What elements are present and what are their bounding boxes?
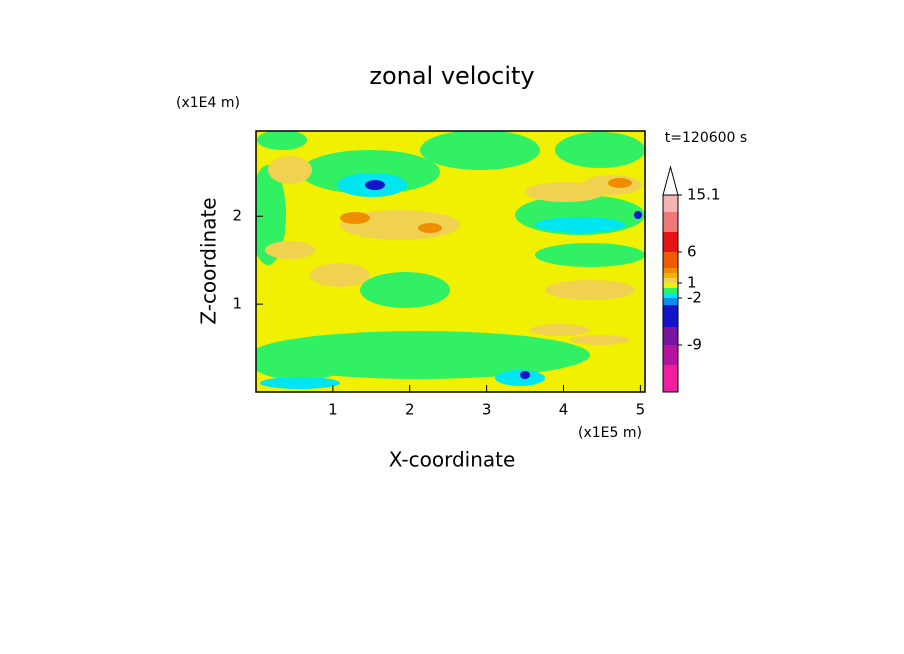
contour-region bbox=[418, 223, 442, 233]
x-unit: (x1E5 m) bbox=[578, 425, 642, 441]
colorbar-tick-label: -9 bbox=[687, 336, 702, 354]
colorbar-segment bbox=[663, 288, 678, 293]
contour-region bbox=[257, 131, 307, 150]
contour-field bbox=[256, 131, 645, 392]
y-tick-label: 2 bbox=[232, 207, 242, 225]
x-tick-label: 3 bbox=[482, 401, 492, 419]
x-tick-label: 1 bbox=[328, 401, 338, 419]
contour-region bbox=[340, 212, 370, 224]
colorbar-tick-label: 6 bbox=[687, 243, 697, 261]
colorbar-segment bbox=[663, 195, 678, 212]
contour-region bbox=[256, 165, 286, 265]
contour-region bbox=[555, 132, 645, 168]
contour-region bbox=[535, 243, 645, 267]
y-unit: (x1E4 m) bbox=[176, 95, 240, 111]
contour-region bbox=[420, 131, 540, 170]
contour-region bbox=[256, 344, 350, 380]
colorbar-segment bbox=[663, 298, 678, 305]
contour-region bbox=[260, 377, 340, 389]
contour-region bbox=[530, 324, 590, 336]
colorbar-tick-label: 15.1 bbox=[687, 186, 720, 204]
colorbar-extension bbox=[662, 165, 679, 196]
y-tick-label: 1 bbox=[232, 295, 242, 313]
chart-title: zonal velocity bbox=[369, 62, 534, 90]
x-tick-label: 4 bbox=[559, 401, 569, 419]
x-tick-label: 2 bbox=[405, 401, 415, 419]
colorbar-segment bbox=[663, 327, 678, 345]
contour-region bbox=[495, 370, 545, 386]
y-axis-label: Z-coordinate bbox=[197, 197, 221, 324]
colorbar-segment bbox=[663, 283, 678, 288]
colorbar-segment bbox=[663, 273, 678, 278]
colorbar-segment bbox=[663, 345, 678, 365]
colorbar-segment bbox=[663, 268, 678, 273]
plot-frame bbox=[255, 130, 646, 393]
contour-region bbox=[310, 263, 370, 287]
contour-region bbox=[365, 180, 385, 190]
colorbar-segment bbox=[663, 365, 678, 392]
colorbar-segment bbox=[663, 305, 678, 327]
colorbar-frame bbox=[662, 194, 679, 393]
colorbar-tick-label: 1 bbox=[687, 274, 697, 292]
contour-region bbox=[360, 272, 450, 308]
colorbar-segment bbox=[663, 252, 678, 268]
colorbar-segment bbox=[663, 278, 678, 283]
colorbar-segment bbox=[663, 232, 678, 252]
contour-region bbox=[608, 178, 632, 188]
colorbar-segment bbox=[663, 293, 678, 298]
contour-region bbox=[545, 280, 635, 300]
contour-region bbox=[634, 211, 642, 219]
contour-region bbox=[265, 241, 315, 259]
colorbar-segment bbox=[663, 212, 678, 232]
contour-region bbox=[268, 156, 312, 184]
x-axis-label: X-coordinate bbox=[389, 448, 516, 472]
x-tick-label: 5 bbox=[636, 401, 646, 419]
colorbar-tick-label: -2 bbox=[687, 289, 702, 307]
contour-region bbox=[535, 217, 625, 233]
contour-region bbox=[520, 371, 530, 379]
contour-region bbox=[570, 335, 630, 345]
time-annotation: t=120600 s bbox=[665, 130, 747, 146]
